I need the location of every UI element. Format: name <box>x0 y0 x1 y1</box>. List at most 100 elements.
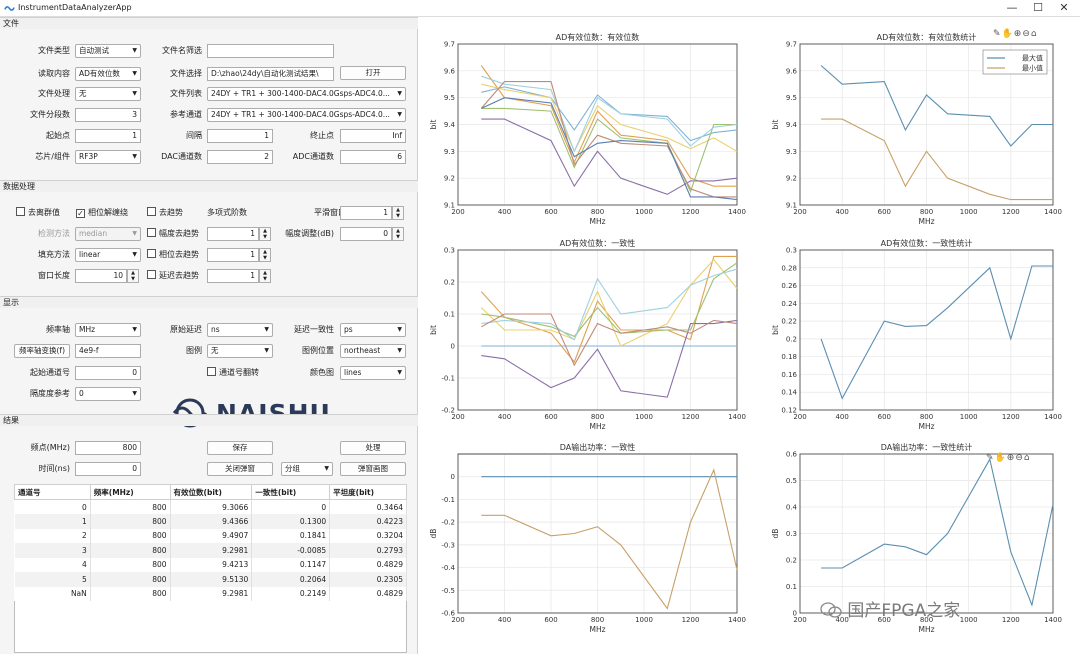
phase-unwrap-checkbox[interactable]: ✓ 相位解缠绕 <box>76 208 128 218</box>
x-tick-label: 800 <box>591 616 604 624</box>
open-button[interactable]: 打开 <box>340 66 406 80</box>
x-tick-label: 400 <box>835 616 848 624</box>
poly-order-label: 多项式阶数 <box>207 208 247 217</box>
channel-flip-checkbox[interactable]: 通道号翻转 <box>207 366 259 380</box>
file-type-dropdown[interactable]: 自动测试 ▼ <box>75 44 141 58</box>
x-tick-label: 400 <box>498 208 511 216</box>
group-dropdown[interactable]: 分组 ▼ <box>281 462 333 476</box>
x-tick-label: 800 <box>920 616 933 624</box>
x-tick-label: 200 <box>793 413 806 421</box>
y-tick-label: 9.3 <box>444 148 455 156</box>
end-label: 终止点 <box>310 131 334 140</box>
x-tick-label: 1200 <box>682 413 700 421</box>
axes-toolbar-top[interactable]: ✎✋⊕⊖⌂ <box>993 29 1038 39</box>
interval-label: 间隔 <box>186 131 202 140</box>
delay-detrend-checkbox[interactable]: 延迟去趋势 <box>147 269 199 283</box>
y-tick-label: 9.7 <box>444 41 455 49</box>
start-input[interactable]: 1 <box>75 129 141 143</box>
legend-position-dropdown[interactable]: northeast ▼ <box>340 344 406 358</box>
phase-detrend-spinner[interactable]: ▲ ▼ <box>259 248 271 262</box>
minimize-icon[interactable]: — <box>1006 1 1018 14</box>
delay-detrend-input[interactable]: 1 <box>207 269 259 283</box>
colormap-dropdown[interactable]: lines ▼ <box>340 366 406 380</box>
x-tick-label: 600 <box>878 208 891 216</box>
y-axis-label: bit <box>429 325 438 335</box>
table-row[interactable]: 3 800 9.2981 -0.0085 0.2793 <box>14 543 407 558</box>
y-tick-label: 0 <box>451 473 455 481</box>
file-proc-dropdown[interactable]: 无 ▼ <box>75 87 141 101</box>
delay-consistency-dropdown[interactable]: ps ▼ <box>340 323 406 337</box>
close-icon[interactable]: ✕ <box>1059 1 1069 14</box>
x-tick-label: 800 <box>591 413 604 421</box>
table-row[interactable]: 1 800 9.4366 0.1300 0.4223 <box>14 514 407 529</box>
maximize-icon[interactable]: ☐ <box>1033 1 1043 14</box>
y-axis-label: bit <box>429 120 438 130</box>
file-list-dropdown[interactable]: 24DY + TR1 + 300-1400-DAC4.0Gsps-ADC4.0.… <box>207 87 406 101</box>
smooth-window-spinner[interactable]: ▲ ▼ <box>392 206 404 220</box>
legend-label: 图例 <box>186 346 202 355</box>
window-length-input[interactable]: 10 <box>75 269 127 283</box>
freq-axis-dropdown[interactable]: MHz ▼ <box>75 323 141 337</box>
fill-method-dropdown[interactable]: linear ▼ <box>75 248 141 262</box>
amp-detrend-input[interactable]: 1 <box>207 227 259 241</box>
flatness-ref-dropdown[interactable]: 0 ▼ <box>75 387 141 401</box>
amp-adjust-input[interactable]: 0 <box>340 227 392 241</box>
process-button[interactable]: 处理 <box>340 441 406 455</box>
segments-input[interactable]: 3 <box>75 108 141 122</box>
ref-channel-dropdown[interactable]: 24DY + TR1 + 300-1400-DAC4.0Gsps-ADC4.0.… <box>207 108 406 122</box>
dac-input[interactable]: 2 <box>207 150 273 164</box>
amp-detrend-spinner[interactable]: ▲ ▼ <box>259 227 271 241</box>
freq-point-input[interactable]: 800 <box>75 441 141 455</box>
file-path-input[interactable]: D:\zhao\24dy\自动化测试结果\ <box>207 67 334 81</box>
smooth-window-input[interactable]: 1 <box>340 206 392 220</box>
window-length-spinner[interactable]: ▲ ▼ <box>127 269 139 283</box>
phase-detrend-input[interactable]: 1 <box>207 248 259 262</box>
freq-conv-input[interactable]: 4e9-f <box>75 344 141 358</box>
remove-outliers-checkbox[interactable]: 去离群值 <box>16 206 60 220</box>
chip-dropdown[interactable]: RF3P ▼ <box>75 150 141 164</box>
x-axis-label: MHz <box>589 625 605 634</box>
table-row[interactable]: NaN 800 9.2981 0.2149 0.4829 <box>14 586 407 601</box>
legend-dropdown[interactable]: 无 ▼ <box>207 344 273 358</box>
adc-input[interactable]: 6 <box>340 150 406 164</box>
amp-detrend-checkbox[interactable]: 幅度去趋势 <box>147 227 199 241</box>
x-axis-label: MHz <box>918 625 934 634</box>
y-axis-label: bit <box>771 325 780 335</box>
zoom-out-icon: ⊖ <box>1015 453 1024 463</box>
time-input[interactable]: 0 <box>75 462 141 476</box>
amp-adjust-spinner[interactable]: ▲ ▼ <box>392 227 404 241</box>
start-channel-input[interactable]: 0 <box>75 366 141 380</box>
detrend-checkbox[interactable]: 去趋势 <box>147 206 183 220</box>
y-tick-label: -0.2 <box>441 519 455 527</box>
x-axis-label: MHz <box>589 422 605 431</box>
popup-plot-button[interactable]: 弹窗画图 <box>340 462 406 476</box>
table-header[interactable]: 一致性(bit) <box>251 484 331 500</box>
orig-delay-dropdown[interactable]: ns ▼ <box>207 323 273 337</box>
axes-toolbar-bottom[interactable]: ✎✋⊕⊖⌂ <box>986 453 1031 463</box>
table-row[interactable]: 4 800 9.4213 0.1147 0.4829 <box>14 557 407 572</box>
end-input[interactable]: Inf <box>340 129 406 143</box>
table-header[interactable]: 频率(MHz) <box>89 484 171 500</box>
series-line-6 <box>481 313 738 367</box>
table-cell: 0.3204 <box>329 528 407 543</box>
table-cell: 9.5130 <box>170 572 253 587</box>
save-button[interactable]: 保存 <box>207 441 273 455</box>
list-label: 文件列表 <box>170 89 202 98</box>
phase-detrend-checkbox[interactable]: 相位去趋势 <box>147 248 199 262</box>
delay-detrend-spinner[interactable]: ▲ ▼ <box>259 269 271 283</box>
freq-conv-button[interactable]: 频率轴变换(f) <box>14 344 70 358</box>
table-row[interactable]: 0 800 9.3066 0 0.3464 <box>14 499 407 514</box>
detect-method-dropdown[interactable]: median ▼ <box>75 227 141 241</box>
y-tick-label: -0.5 <box>441 587 455 595</box>
table-row[interactable]: 5 800 9.5130 0.2064 0.2305 <box>14 572 407 587</box>
filter-input[interactable] <box>207 44 334 58</box>
read-content-dropdown[interactable]: AD有效位数 ▼ <box>75 67 141 81</box>
close-popup-button[interactable]: 关闭弹窗 <box>207 462 273 476</box>
interval-input[interactable]: 1 <box>207 129 273 143</box>
chevron-down-icon: ▼ <box>397 326 402 333</box>
table-cell: 0.3464 <box>329 499 407 514</box>
table-header[interactable]: 通道号 <box>14 484 91 500</box>
table-header[interactable]: 有效位数(bit) <box>169 484 253 500</box>
table-header[interactable]: 平坦度(bit) <box>329 484 407 500</box>
table-row[interactable]: 2 800 9.4907 0.1841 0.3204 <box>14 528 407 543</box>
